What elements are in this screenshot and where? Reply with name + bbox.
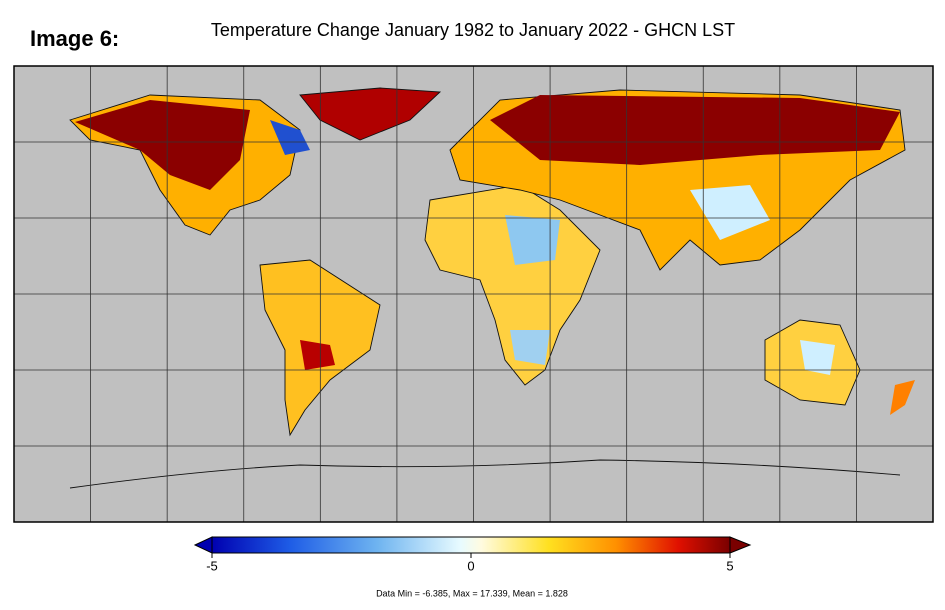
land-cool bbox=[505, 215, 560, 265]
map bbox=[13, 65, 934, 523]
colorbar-under bbox=[193, 536, 213, 554]
colorbar-bar bbox=[211, 536, 731, 554]
colorbar-over bbox=[729, 536, 752, 554]
land-warm bbox=[75, 100, 250, 190]
land-cool bbox=[270, 120, 310, 155]
colorbar-tick-label: 0 bbox=[467, 558, 474, 573]
coastline bbox=[69, 459, 901, 489]
colorbar-tick-label: 5 bbox=[726, 558, 733, 573]
land bbox=[890, 380, 915, 415]
land-cool bbox=[510, 330, 550, 365]
map-frame bbox=[13, 65, 934, 523]
colorbar: -5 0 5 bbox=[193, 536, 752, 573]
land-warm bbox=[490, 95, 900, 165]
land-warm bbox=[300, 340, 335, 370]
figure-label: Image 6: bbox=[30, 26, 119, 51]
data-stats: Data Min = -6.385, Max = 17.339, Mean = … bbox=[376, 588, 568, 598]
land-cool bbox=[800, 340, 835, 375]
map-title: Temperature Change January 1982 to Janua… bbox=[211, 20, 735, 40]
colorbar-tick-label: -5 bbox=[206, 558, 218, 573]
land-cool bbox=[690, 185, 770, 240]
